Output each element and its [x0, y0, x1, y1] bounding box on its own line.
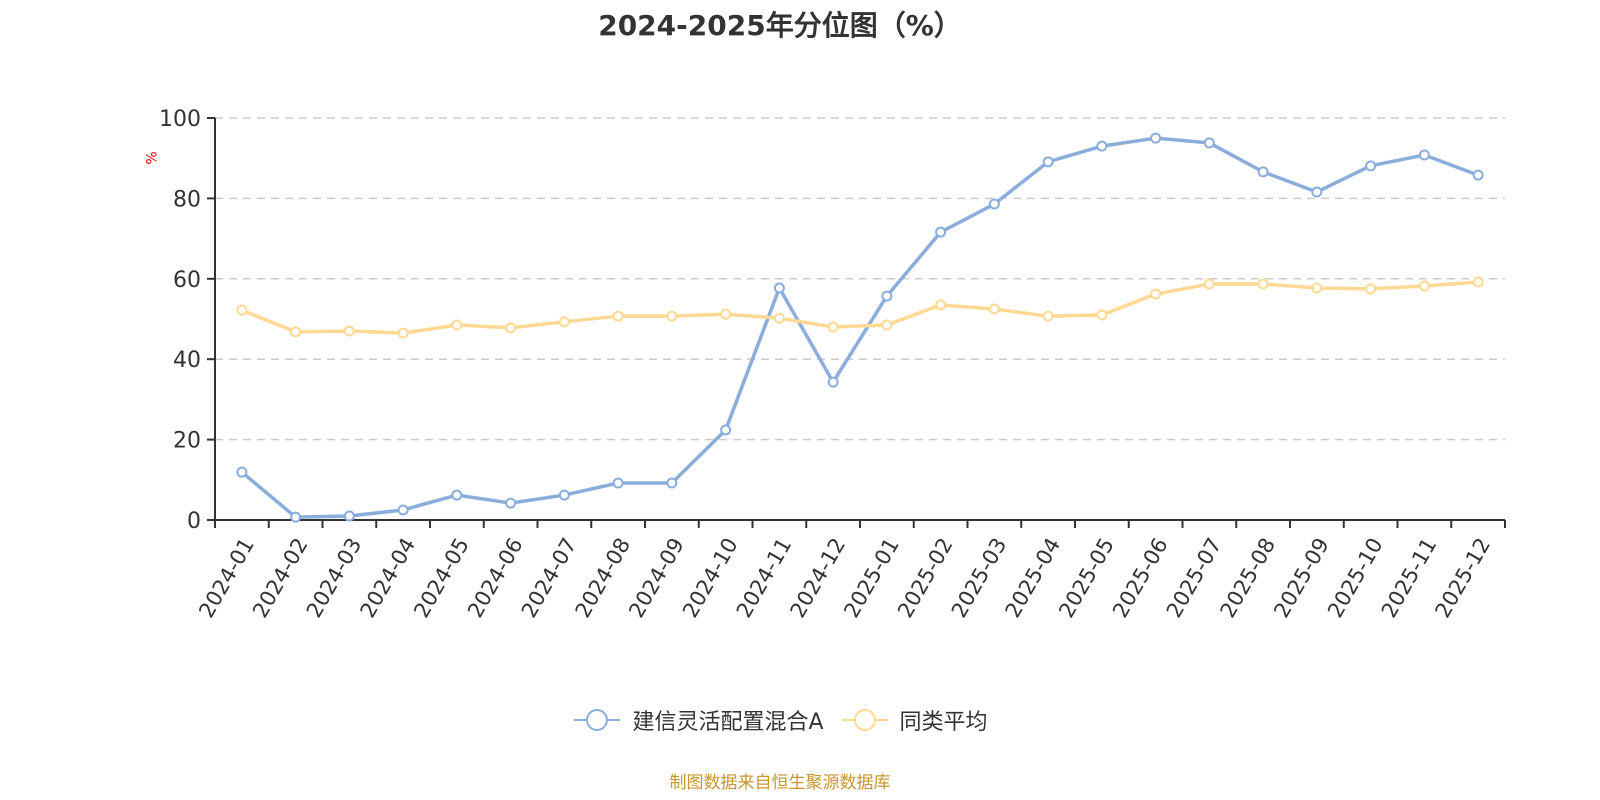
data-point[interactable] — [1257, 278, 1269, 290]
data-source-note: 制图数据来自恒生聚源数据库 — [669, 773, 891, 793]
data-point[interactable] — [1311, 282, 1323, 294]
legend-label-fund: 建信灵活配置混合A — [632, 710, 824, 735]
y-tick-label: 80 — [173, 187, 201, 212]
data-point[interactable] — [988, 198, 1000, 210]
data-point[interactable] — [1365, 160, 1377, 172]
legend-item-fund[interactable]: 建信灵活配置混合A — [572, 704, 824, 736]
data-point[interactable] — [1418, 149, 1430, 161]
y-tick-label: 20 — [173, 429, 201, 454]
grid-lines — [215, 117, 1505, 441]
data-point[interactable] — [1150, 132, 1162, 144]
data-point[interactable] — [558, 316, 570, 328]
data-point[interactable] — [1472, 169, 1484, 181]
data-point[interactable] — [1257, 166, 1269, 178]
data-point[interactable] — [612, 477, 624, 489]
series-line — [240, 136, 1479, 519]
data-point[interactable] — [1365, 283, 1377, 295]
data-point[interactable] — [935, 299, 947, 311]
data-point[interactable] — [1203, 278, 1215, 290]
data-point[interactable] — [720, 424, 732, 436]
data-point[interactable] — [666, 310, 678, 322]
y-tick-label: 40 — [173, 348, 201, 373]
data-point[interactable] — [1311, 186, 1323, 198]
data-point[interactable] — [935, 226, 947, 238]
data-point[interactable] — [720, 308, 732, 320]
data-point[interactable] — [451, 489, 463, 501]
data-point[interactable] — [397, 327, 409, 339]
data-point[interactable] — [558, 489, 570, 501]
series-lines — [236, 132, 1484, 523]
data-point[interactable] — [827, 376, 839, 388]
data-point[interactable] — [1418, 280, 1430, 292]
legend-line-circle-icon — [574, 709, 621, 731]
data-point[interactable] — [236, 466, 248, 478]
legend-line-circle-icon — [841, 709, 888, 731]
line-chart: 0204060801002024-012024-022024-032024-04… — [159, 107, 1506, 622]
data-point[interactable] — [881, 290, 893, 302]
data-point[interactable] — [290, 326, 302, 338]
data-point[interactable] — [505, 497, 517, 509]
data-point[interactable] — [1042, 310, 1054, 322]
data-point[interactable] — [1042, 156, 1054, 168]
data-point[interactable] — [1096, 309, 1108, 321]
data-point[interactable] — [343, 325, 355, 337]
data-point[interactable] — [1472, 276, 1484, 288]
series-line — [241, 280, 1479, 335]
data-point[interactable] — [343, 510, 355, 522]
data-point[interactable] — [773, 282, 785, 294]
data-point[interactable] — [612, 310, 624, 322]
y-tick-label: 60 — [173, 268, 201, 293]
data-point[interactable] — [290, 511, 302, 523]
data-point[interactable] — [451, 319, 463, 331]
data-point[interactable] — [505, 322, 517, 334]
axes: 0204060801002024-012024-022024-032024-04… — [159, 107, 1506, 622]
legend-label-peer-average: 同类平均 — [899, 710, 988, 735]
y-tick-label: 100 — [159, 107, 201, 132]
chart-title: 2024-2025年分位图（%） — [598, 9, 962, 42]
legend-item-peer-average[interactable]: 同类平均 — [840, 704, 988, 736]
data-point[interactable] — [666, 477, 678, 489]
legend: 建信灵活配置混合A 同类平均 — [0, 704, 1560, 736]
data-point[interactable] — [1096, 140, 1108, 152]
data-point[interactable] — [1150, 288, 1162, 300]
data-point[interactable] — [773, 312, 785, 324]
y-tick-label: 0 — [187, 509, 201, 534]
data-point[interactable] — [881, 319, 893, 331]
data-point[interactable] — [236, 304, 248, 316]
data-point[interactable] — [1203, 137, 1215, 149]
data-point[interactable] — [397, 504, 409, 516]
data-point[interactable] — [988, 303, 1000, 315]
data-point[interactable] — [827, 321, 839, 333]
